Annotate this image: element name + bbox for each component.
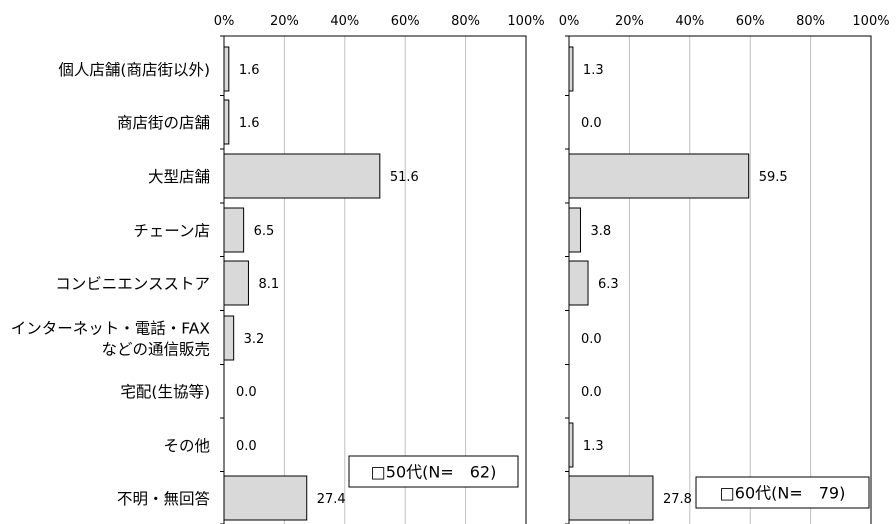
legend-box bbox=[348, 455, 519, 488]
data-label: 27.8 bbox=[663, 492, 692, 507]
category-label: 不明・無回答 bbox=[117, 490, 211, 508]
x-tick-label: 60% bbox=[391, 14, 420, 29]
data-label: 1.3 bbox=[583, 63, 604, 78]
data-label: 0.0 bbox=[236, 385, 257, 400]
bar bbox=[568, 260, 589, 306]
x-tick-label: 100% bbox=[507, 14, 544, 29]
category-label: 商店街の店舗 bbox=[117, 114, 210, 132]
data-label: 0.0 bbox=[581, 116, 602, 131]
category-label: その他 bbox=[163, 437, 210, 455]
category-label: 個人店舗(商店街以外) bbox=[58, 61, 210, 79]
legend-box bbox=[695, 476, 870, 509]
data-label: 1.6 bbox=[239, 63, 260, 78]
x-tick-label: 60% bbox=[736, 14, 765, 29]
x-tick-label: 40% bbox=[330, 14, 359, 29]
category-label: 大型店舗 bbox=[148, 168, 210, 186]
bar bbox=[568, 422, 574, 468]
bar bbox=[223, 46, 230, 92]
data-label: 3.2 bbox=[244, 332, 265, 347]
data-label: 0.0 bbox=[581, 385, 602, 400]
x-tick-label: 0% bbox=[559, 14, 580, 29]
category-label: チェーン店 bbox=[133, 222, 210, 240]
x-tick-label: 20% bbox=[615, 14, 644, 29]
bar bbox=[223, 260, 249, 306]
bar bbox=[568, 153, 750, 199]
x-tick-label: 80% bbox=[451, 14, 480, 29]
x-tick-label: 100% bbox=[852, 14, 889, 29]
bar bbox=[568, 475, 654, 521]
chart-panel-60s: 0% 20% 40% 60% 80% 100% 1.3 0.0 59.5 3.8 6.3 0.0 0.0… bbox=[559, 14, 890, 524]
data-label: 51.6 bbox=[390, 170, 419, 185]
data-label: 1.3 bbox=[583, 439, 604, 454]
chart-panel-50s: 0% 20% 40% 60% 80% 100% 1.6 1.6 51.6 6.5 8.1 3.2 0.0… bbox=[11, 14, 545, 524]
data-label: 1.6 bbox=[239, 116, 260, 131]
x-tick-label: 80% bbox=[796, 14, 825, 29]
bar bbox=[223, 99, 230, 145]
data-label: 6.5 bbox=[254, 224, 275, 239]
bar bbox=[568, 207, 581, 253]
bar bbox=[223, 475, 308, 521]
data-label: 27.4 bbox=[317, 492, 346, 507]
category-label: 宅配(生協等) bbox=[120, 383, 210, 401]
category-label: コンビニエンスストア bbox=[55, 275, 210, 293]
legend-label: □60代(N= 79) bbox=[720, 484, 846, 503]
category-label: インターネット・電話・FAX などの通信販売 bbox=[11, 320, 211, 359]
legend-label: □50代(N= 62) bbox=[371, 463, 497, 482]
bar bbox=[223, 315, 235, 361]
data-label: 3.8 bbox=[590, 224, 611, 239]
bar bbox=[568, 46, 574, 92]
data-label: 6.3 bbox=[598, 277, 619, 292]
data-label: 59.5 bbox=[759, 170, 788, 185]
data-label: 8.1 bbox=[258, 277, 279, 292]
bar bbox=[223, 207, 245, 253]
x-tick-label: 20% bbox=[270, 14, 299, 29]
bar bbox=[223, 153, 381, 199]
x-tick-label: 0% bbox=[214, 14, 235, 29]
data-label: 0.0 bbox=[236, 439, 257, 454]
x-tick-label: 40% bbox=[675, 14, 704, 29]
data-label: 0.0 bbox=[581, 332, 602, 347]
